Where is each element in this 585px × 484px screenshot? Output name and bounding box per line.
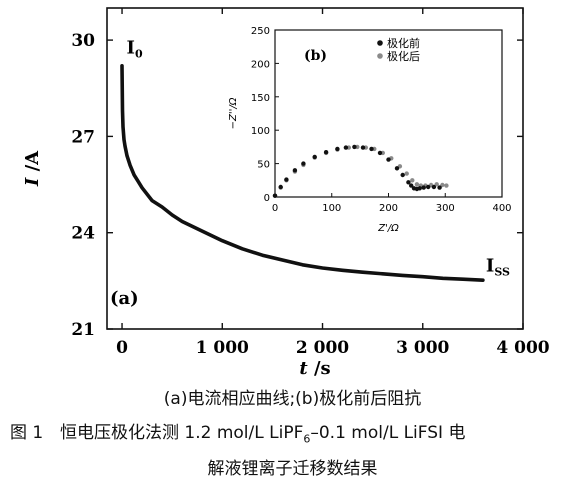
x-tick-label: 3 000 <box>396 338 449 358</box>
eis-point-before <box>278 184 283 190</box>
inset-y-axis-label: −Z''/Ω <box>228 97 239 129</box>
annotation-iss: ISS <box>486 256 510 279</box>
eis-point-before <box>369 146 374 152</box>
eis-point-before <box>421 185 426 190</box>
eis-point-before <box>284 177 289 182</box>
eis-point-before <box>426 184 431 190</box>
figure: 0 1 000 2 000 3 000 4 000 21 24 27 30 t /s I /A (a)… <box>22 7 550 379</box>
legend-before-polarization: 极化前 <box>387 36 420 50</box>
eis-point-before <box>301 161 306 166</box>
legend-after-polarization: 极化后 <box>387 49 420 63</box>
annotation-i0: I0 <box>127 37 143 60</box>
eis-point-before <box>323 150 329 155</box>
inset-x-tick-label: 200 <box>379 203 398 214</box>
panel-label-b: (b) <box>304 48 327 64</box>
inset-x-tick-label: 100 <box>322 203 341 214</box>
eis-point-before <box>343 145 349 150</box>
eis-point-before <box>272 193 278 198</box>
plot-frame <box>106 7 524 330</box>
inset-x-axis-label: Z'/Ω <box>377 223 399 234</box>
inset-x-tick-label: 400 <box>492 203 511 214</box>
eis-point-after <box>434 182 439 187</box>
eis-point-after <box>414 182 420 187</box>
eis-point-before <box>335 146 340 152</box>
figure-caption-line2: 解液锂离子迁移数结果 <box>207 459 378 480</box>
eis-point-before <box>360 145 366 150</box>
figure-caption-line1: 恒电压极化法测 1.2 mol/L LiPF6–0.1 mol/L LiFSI … <box>0 418 585 454</box>
y-tick-label: 27 <box>71 127 95 147</box>
inset-y-tick-label: 50 <box>257 160 270 171</box>
inset-y-tick-label: 250 <box>251 26 270 37</box>
eis-point-after <box>440 182 445 188</box>
x-tick-label: 4 000 <box>496 338 549 358</box>
caption-line1-post: –0.1 mol/L LiFSI 电 <box>310 423 466 443</box>
legend-marker <box>377 53 383 59</box>
eis-point-after <box>404 171 409 176</box>
eis-point-before <box>312 154 317 160</box>
x-tick-label: 0 <box>116 338 128 358</box>
eis-point-before <box>400 172 405 178</box>
inset-y-tick-label: 200 <box>251 59 270 70</box>
panel-label-a: (a) <box>110 288 139 309</box>
eis-point-after <box>410 178 415 183</box>
eis-point-before <box>409 183 414 188</box>
eis-point-before <box>394 166 400 171</box>
eis-point-before <box>386 157 391 162</box>
figure-number: 图 1 <box>10 423 44 443</box>
x-axis-label: t /s <box>299 358 330 379</box>
eis-point-before <box>377 150 383 156</box>
eis-point-after <box>444 183 449 188</box>
inset-y-tick-label: 100 <box>251 126 270 137</box>
inset-y-tick-label: 150 <box>251 93 270 104</box>
eis-point-before <box>406 180 411 185</box>
caption-subscript: 6 <box>303 432 311 446</box>
eis-point-before <box>352 144 357 150</box>
y-tick-label: 24 <box>71 224 95 244</box>
figure-caption: 图 1 恒电压极化法测 1.2 mol/L LiPF6–0.1 mol/L Li… <box>0 418 585 484</box>
x-tick-label: 1 000 <box>196 338 249 358</box>
current-decay-curve <box>120 64 485 282</box>
caption-line1-pre: 恒电压极化法测 1.2 mol/L LiPF <box>60 423 304 443</box>
inset-y-tick-label: 0 <box>264 193 270 204</box>
eis-point-before <box>431 184 437 190</box>
y-axis-label: I /A <box>22 150 43 187</box>
subfigure-caption: (a)电流相应曲线;(b)极化前后阻抗 <box>163 389 422 409</box>
y-tick-label: 21 <box>71 320 95 340</box>
inset-x-tick-label: 300 <box>436 203 455 214</box>
legend-marker <box>377 40 383 46</box>
eis-point-before <box>292 168 298 173</box>
eis-point-before <box>417 186 422 191</box>
eis-point-before <box>437 185 442 190</box>
y-tick-label: 30 <box>71 31 95 51</box>
inset-x-tick-label: 0 <box>272 203 278 214</box>
x-tick-label: 2 000 <box>296 338 349 358</box>
